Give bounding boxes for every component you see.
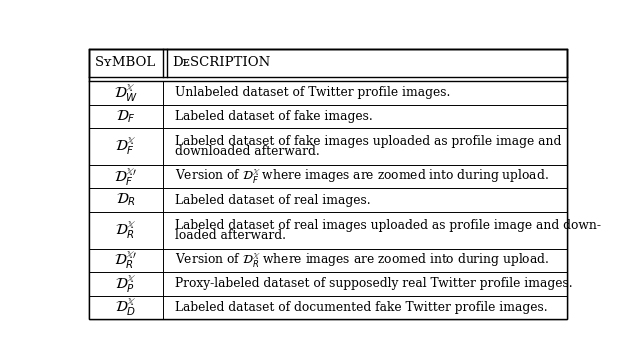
Bar xyxy=(89,249,567,272)
Text: $\mathcal{D}_P^{\mathbb{X}}$: $\mathcal{D}_P^{\mathbb{X}}$ xyxy=(115,273,137,295)
Text: Labeled dataset of real images uploaded as profile image and down-: Labeled dataset of real images uploaded … xyxy=(175,219,601,232)
Bar xyxy=(89,296,567,319)
Text: Labeled dataset of real images.: Labeled dataset of real images. xyxy=(175,194,371,206)
Text: SʏMBOL: SʏMBOL xyxy=(95,56,157,69)
Text: $\mathcal{D}_W^{\mathbb{X}}$: $\mathcal{D}_W^{\mathbb{X}}$ xyxy=(114,82,138,104)
Text: $\mathcal{D}_R^{\mathbb{X}}$: $\mathcal{D}_R^{\mathbb{X}}$ xyxy=(115,219,137,241)
Bar xyxy=(89,104,567,128)
Text: loaded afterward.: loaded afterward. xyxy=(175,229,286,242)
Bar xyxy=(89,128,567,165)
Text: $\mathcal{D}_D^{\mathbb{X}}$: $\mathcal{D}_D^{\mathbb{X}}$ xyxy=(115,296,137,318)
Text: $\mathcal{D}_R^{\mathbb{X}\prime}$: $\mathcal{D}_R^{\mathbb{X}\prime}$ xyxy=(115,250,138,272)
Text: Proxy-labeled dataset of supposedly real Twitter profile images.: Proxy-labeled dataset of supposedly real… xyxy=(175,277,573,290)
Text: Unlabeled dataset of Twitter profile images.: Unlabeled dataset of Twitter profile ima… xyxy=(175,86,451,99)
Bar xyxy=(89,165,567,189)
Text: $\mathcal{D}_R$: $\mathcal{D}_R$ xyxy=(116,192,136,209)
Bar xyxy=(89,212,567,249)
Text: Version of $\mathcal{D}_F^{\mathbb{X}}$ where images are zoomed into during uplo: Version of $\mathcal{D}_F^{\mathbb{X}}$ … xyxy=(175,167,549,186)
Text: $\mathcal{D}_F^{\mathbb{X}}$: $\mathcal{D}_F^{\mathbb{X}}$ xyxy=(115,135,137,157)
Bar xyxy=(89,189,567,212)
Bar xyxy=(89,272,567,296)
Text: Labeled dataset of fake images uploaded as profile image and: Labeled dataset of fake images uploaded … xyxy=(175,135,561,148)
Text: Version of $\mathcal{D}_R^{\mathbb{X}}$ where images are zoomed into during uplo: Version of $\mathcal{D}_R^{\mathbb{X}}$ … xyxy=(175,251,549,270)
Text: DᴇSCRIPTION: DᴇSCRIPTION xyxy=(173,56,271,69)
Text: Labeled dataset of documented fake Twitter profile images.: Labeled dataset of documented fake Twitt… xyxy=(175,301,548,314)
Text: downloaded afterward.: downloaded afterward. xyxy=(175,145,320,158)
Text: Labeled dataset of fake images.: Labeled dataset of fake images. xyxy=(175,110,372,123)
Text: $\mathcal{D}_F$: $\mathcal{D}_F$ xyxy=(116,108,136,124)
Bar xyxy=(89,81,567,104)
Text: $\mathcal{D}_F^{\mathbb{X}\prime}$: $\mathcal{D}_F^{\mathbb{X}\prime}$ xyxy=(115,166,138,187)
